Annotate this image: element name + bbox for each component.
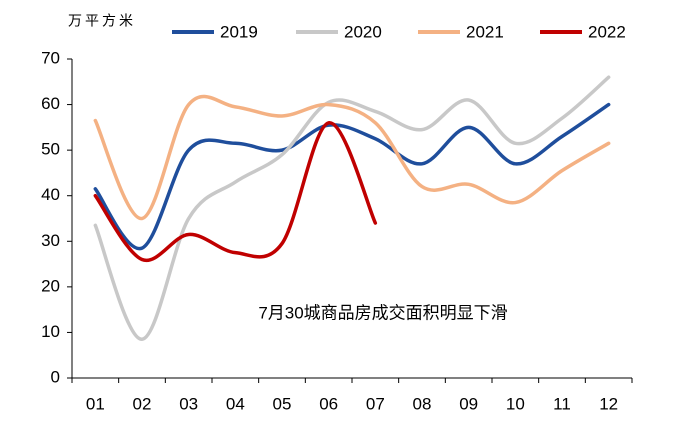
- x-tick-label: 09: [459, 394, 478, 413]
- x-tick-label: 11: [553, 394, 571, 413]
- legend-label: 2019: [220, 22, 258, 41]
- x-tick-label: 04: [226, 394, 245, 413]
- annotation: 7月30城商品房成交面积明显下滑: [258, 303, 507, 322]
- y-tick-label: 70: [41, 48, 60, 67]
- x-tick-label: 08: [413, 394, 432, 413]
- y-tick-label: 0: [51, 367, 60, 386]
- x-tick-label: 05: [273, 394, 292, 413]
- legend-label: 2021: [466, 22, 504, 41]
- series-line: [93, 94, 611, 221]
- x-tick-label: 03: [179, 394, 198, 413]
- y-tick-label: 10: [41, 322, 60, 341]
- y-axis-unit: 万平方米: [68, 13, 136, 29]
- y-tick-label: 30: [41, 231, 60, 250]
- series-line: [93, 102, 611, 251]
- y-tick-label: 40: [41, 185, 60, 204]
- legend-label: 2022: [588, 22, 626, 41]
- series-line: [93, 75, 611, 342]
- y-tick-label: 20: [41, 276, 60, 295]
- y-tick-label: 50: [41, 140, 60, 159]
- x-tick-label: 12: [599, 394, 618, 413]
- x-tick-label: 07: [366, 394, 385, 413]
- y-tick-label: 60: [41, 94, 60, 113]
- series-line: [93, 121, 378, 263]
- legend-label: 2020: [344, 22, 382, 41]
- x-tick-label: 06: [319, 394, 338, 413]
- x-tick-label: 02: [133, 394, 152, 413]
- x-tick-label: 01: [86, 394, 105, 413]
- x-tick-label: 10: [506, 394, 525, 413]
